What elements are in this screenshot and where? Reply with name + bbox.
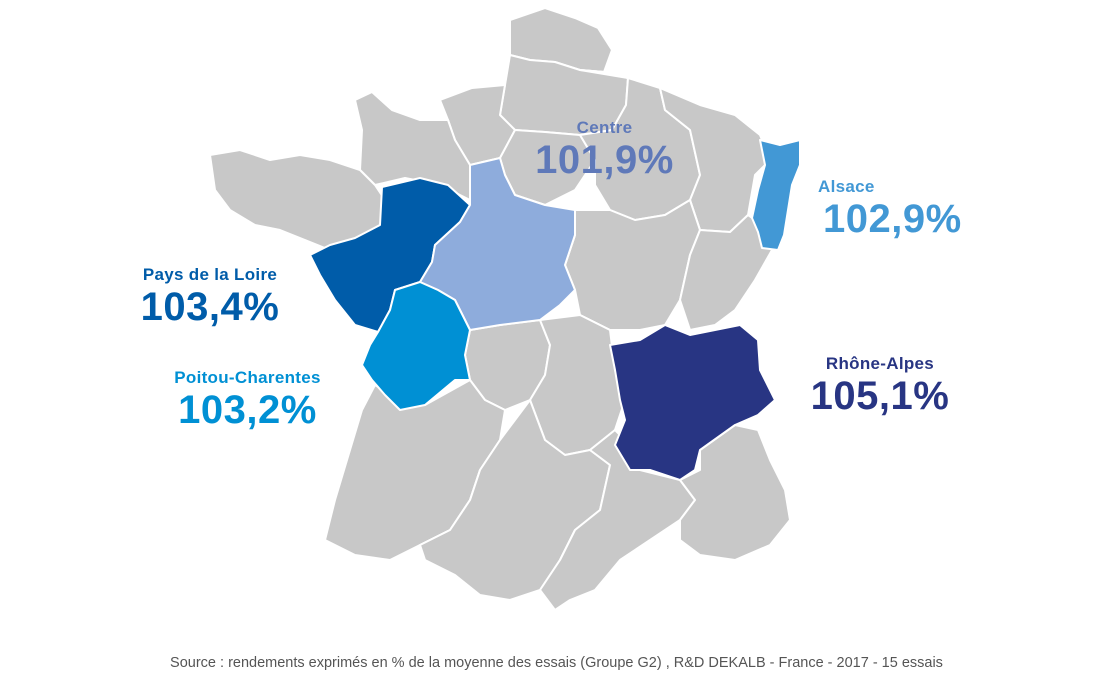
label-poitou-charentes: Poitou-Charentes 103,2% — [150, 368, 345, 433]
alsace-value: 102,9% — [823, 197, 962, 241]
pays-de-la-loire-name: Pays de la Loire — [142, 265, 278, 284]
pays-de-la-loire-value: 103,4% — [140, 285, 280, 329]
region-franche-comte — [679, 214, 773, 331]
label-alsace: Alsace 102,9% — [818, 177, 962, 242]
region-paca — [679, 424, 791, 561]
label-rhone-alpes: Rhône-Alpes 105,1% — [790, 354, 970, 419]
region-centre[interactable] — [419, 157, 576, 331]
region-rhone-alpes[interactable] — [609, 324, 776, 481]
base-regions — [209, 7, 791, 611]
poitou-charentes-name: Poitou-Charentes — [174, 368, 321, 387]
label-centre: Centre 101,9% — [512, 118, 697, 183]
source-note: Source : rendements exprimés en % de la … — [170, 655, 943, 671]
rhone-alpes-name: Rhône-Alpes — [825, 354, 935, 373]
label-pays-de-la-loire: Pays de la Loire 103,4% — [120, 265, 300, 330]
centre-name: Centre — [576, 118, 633, 137]
rhone-alpes-value: 105,1% — [810, 374, 950, 418]
alsace-name: Alsace — [818, 177, 875, 196]
centre-value: 101,9% — [535, 138, 674, 182]
poitou-charentes-value: 103,2% — [178, 388, 317, 432]
region-bourgogne — [564, 199, 701, 331]
region-poitou-charentes[interactable] — [361, 281, 471, 411]
region-alsace[interactable] — [751, 139, 801, 251]
